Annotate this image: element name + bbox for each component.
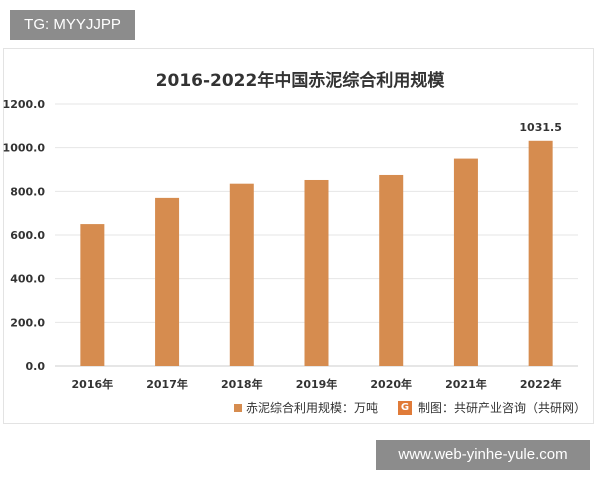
- legend: 赤泥综合利用规模：万吨: [234, 399, 378, 416]
- y-tick-label: 400.0: [10, 273, 45, 286]
- chart-title: 2016-2022年中国赤泥综合利用规模: [155, 71, 445, 91]
- y-tick-label: 1200.0: [3, 98, 46, 111]
- y-tick-label: 200.0: [10, 316, 45, 329]
- website-watermark: www.web-yinhe-yule.com: [376, 440, 590, 470]
- y-tick-label: 800.0: [10, 185, 45, 198]
- x-tick-label: 2018年: [221, 377, 263, 391]
- legend-swatch: [234, 403, 242, 412]
- bar: [229, 183, 254, 366]
- y-tick-label: 1000.0: [3, 142, 46, 155]
- telegram-badge: TG: MYYJJPP: [10, 10, 135, 40]
- bar: [453, 158, 478, 366]
- legend-label: 赤泥综合利用规模：万吨: [246, 401, 379, 415]
- source-text: 制图：共研产业咨询（共研网）: [418, 401, 587, 415]
- source-credit: G 制图：共研产业咨询（共研网）: [398, 399, 586, 416]
- x-tick-label: 2022年: [520, 377, 562, 391]
- x-tick-label: 2016年: [72, 377, 114, 391]
- data-label: 1031.5: [519, 121, 561, 134]
- y-tick-label: 600.0: [10, 229, 45, 242]
- chart-frame: [3, 48, 594, 424]
- x-tick-label: 2021年: [445, 377, 487, 391]
- source-logo-icon: G: [398, 400, 412, 415]
- bar: [304, 179, 329, 366]
- bar: [528, 140, 553, 366]
- x-tick-label: 2020年: [370, 377, 412, 391]
- x-tick-label: 2017年: [146, 377, 188, 391]
- bar: [80, 224, 105, 366]
- bar: [379, 174, 404, 366]
- y-tick-label: 0.0: [26, 360, 46, 373]
- bar: [155, 197, 180, 366]
- x-tick-label: 2019年: [296, 377, 338, 391]
